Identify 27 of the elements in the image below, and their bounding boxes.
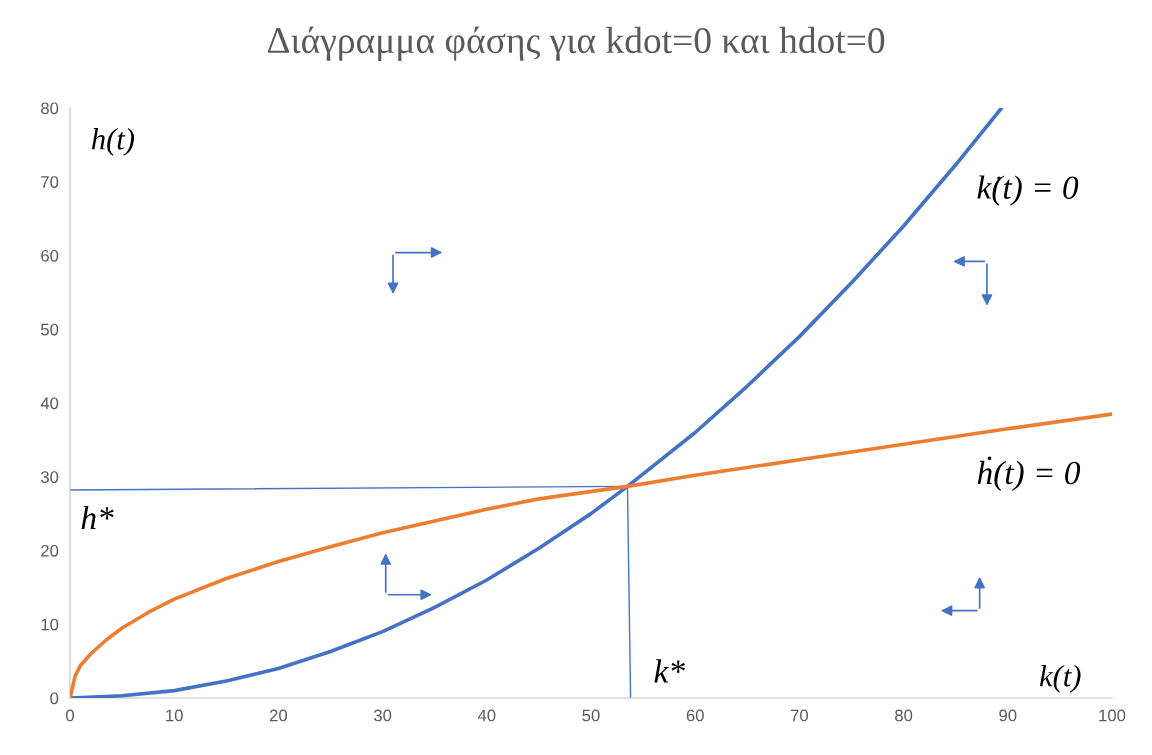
annotation: k̇(t) = 0 (977, 175, 1079, 206)
y-tick-label: 0 (50, 692, 59, 705)
y-tick-label: 70 (41, 176, 59, 188)
y-tick-label: 30 (40, 471, 59, 483)
x-tick-label: 40 (477, 709, 496, 722)
y-tick-label: 20 (41, 544, 59, 557)
annotation: k* (654, 659, 685, 683)
x-tick-label: 80 (895, 709, 913, 722)
x-tick-label: 70 (790, 709, 809, 722)
y-tick-label: 10 (41, 618, 59, 631)
y-tick-label: 40 (40, 397, 59, 410)
annotation: h* (81, 505, 114, 530)
x-tick-label: 100 (1099, 709, 1126, 722)
x-tick-label: 30 (373, 709, 392, 722)
y-tick-label: 60 (41, 249, 59, 262)
x-axis-title: k(t) (1039, 665, 1081, 693)
x-tick-label: 10 (166, 709, 183, 722)
y-axis-title: h(t) (91, 128, 135, 156)
y-tick-label: 80 (41, 102, 59, 115)
x-tick-label: 50 (582, 709, 600, 722)
x-tick-label: 60 (686, 709, 704, 722)
x-tick-label: 90 (999, 709, 1017, 722)
y-tick-label: 50 (41, 323, 59, 336)
annotation: ḣ(t) = 0 (977, 456, 1081, 492)
chart-title: Διάγραμμα φάσης για kdot=0 και hdot=0 (267, 26, 885, 61)
x-tick-label: 0 (66, 709, 74, 722)
x-tick-label: 20 (269, 709, 288, 722)
